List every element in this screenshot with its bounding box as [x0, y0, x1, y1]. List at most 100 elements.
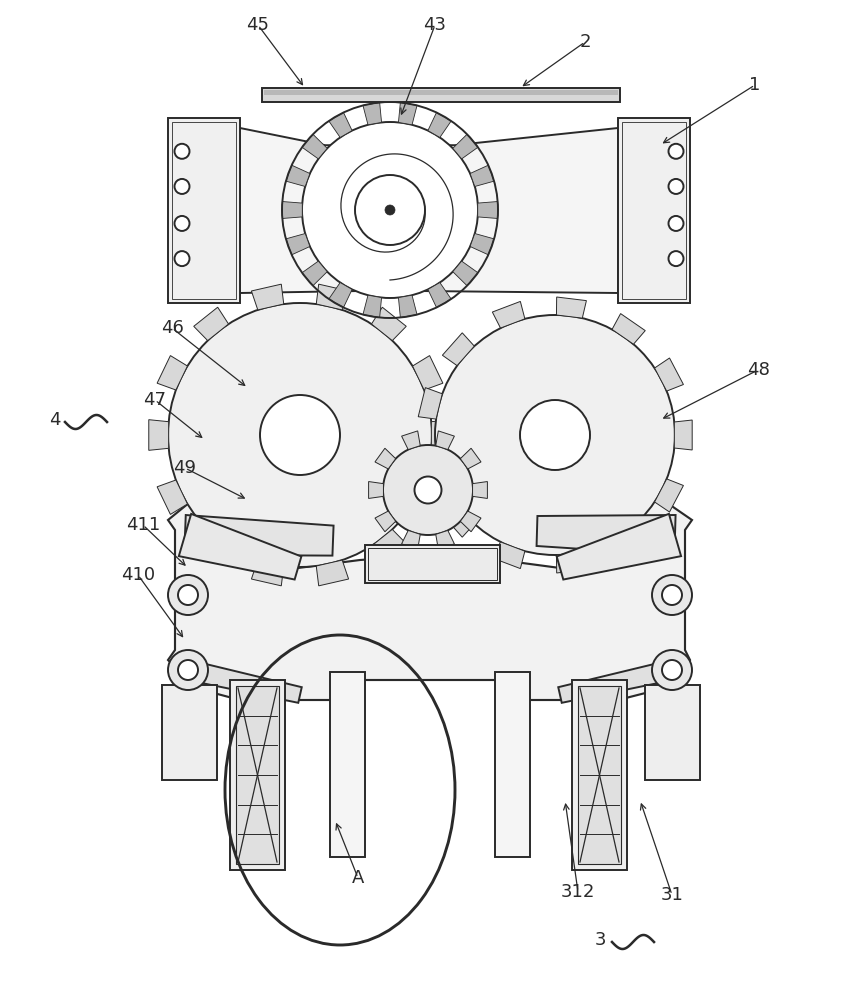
Circle shape — [302, 122, 478, 298]
Bar — [365, 545, 500, 583]
Circle shape — [668, 179, 684, 194]
Polygon shape — [558, 660, 674, 703]
Polygon shape — [283, 202, 302, 218]
Circle shape — [415, 477, 442, 504]
Polygon shape — [655, 358, 684, 391]
Polygon shape — [557, 514, 681, 580]
Polygon shape — [453, 134, 478, 159]
Polygon shape — [460, 448, 481, 469]
Polygon shape — [453, 261, 478, 286]
Polygon shape — [436, 530, 454, 549]
Polygon shape — [369, 482, 383, 498]
Circle shape — [662, 585, 682, 605]
Polygon shape — [286, 234, 310, 255]
Bar — [622, 122, 686, 299]
Polygon shape — [428, 113, 451, 137]
Polygon shape — [399, 102, 417, 125]
Polygon shape — [412, 356, 443, 390]
Text: 46: 46 — [161, 319, 184, 337]
Circle shape — [385, 205, 395, 215]
Bar — [495, 672, 530, 857]
Polygon shape — [302, 261, 327, 286]
Circle shape — [168, 303, 432, 567]
Circle shape — [435, 315, 675, 555]
Text: 411: 411 — [126, 516, 160, 534]
Polygon shape — [402, 431, 420, 450]
Polygon shape — [557, 297, 587, 318]
Polygon shape — [371, 307, 406, 341]
Polygon shape — [252, 284, 283, 310]
Polygon shape — [194, 529, 228, 563]
Circle shape — [174, 179, 190, 194]
Polygon shape — [399, 295, 417, 318]
Text: 2: 2 — [579, 33, 591, 51]
Polygon shape — [402, 530, 420, 549]
Polygon shape — [375, 448, 396, 469]
Bar — [368, 548, 497, 580]
Text: 4: 4 — [49, 411, 61, 429]
Bar — [645, 685, 700, 780]
Polygon shape — [612, 314, 645, 344]
Circle shape — [174, 216, 190, 231]
Circle shape — [652, 575, 692, 615]
Text: 31: 31 — [661, 886, 684, 904]
Circle shape — [383, 445, 473, 535]
Circle shape — [168, 650, 208, 690]
Text: 410: 410 — [121, 566, 155, 584]
Polygon shape — [240, 128, 618, 293]
Polygon shape — [149, 420, 168, 450]
Text: 312: 312 — [561, 883, 595, 901]
Bar — [236, 686, 279, 864]
Polygon shape — [286, 165, 310, 186]
Polygon shape — [674, 420, 692, 450]
Polygon shape — [655, 479, 684, 512]
Text: 3: 3 — [594, 931, 606, 949]
Text: 47: 47 — [143, 391, 167, 409]
Polygon shape — [436, 431, 454, 450]
Polygon shape — [157, 480, 187, 514]
Bar — [172, 122, 236, 299]
Polygon shape — [371, 529, 406, 563]
Polygon shape — [418, 388, 442, 419]
Bar — [330, 672, 365, 857]
Bar — [162, 685, 217, 780]
Polygon shape — [184, 515, 333, 556]
Polygon shape — [557, 552, 587, 573]
Polygon shape — [252, 560, 283, 586]
Text: 45: 45 — [247, 16, 270, 34]
Polygon shape — [157, 356, 187, 390]
Circle shape — [668, 144, 684, 159]
Polygon shape — [442, 333, 474, 366]
Bar — [264, 90, 618, 95]
Bar — [578, 686, 621, 864]
Polygon shape — [492, 301, 525, 328]
Circle shape — [652, 650, 692, 690]
Bar — [572, 680, 627, 870]
Text: 1: 1 — [749, 76, 761, 94]
Polygon shape — [470, 165, 494, 186]
Polygon shape — [194, 307, 228, 341]
Circle shape — [168, 575, 208, 615]
Polygon shape — [363, 102, 381, 125]
Polygon shape — [302, 134, 327, 159]
Circle shape — [260, 395, 340, 475]
Circle shape — [174, 144, 190, 159]
Bar — [262, 88, 620, 102]
Polygon shape — [412, 480, 443, 514]
Polygon shape — [537, 515, 675, 555]
Polygon shape — [418, 451, 442, 482]
Polygon shape — [168, 475, 692, 700]
Text: 48: 48 — [746, 361, 770, 379]
Circle shape — [520, 400, 590, 470]
Polygon shape — [442, 504, 474, 537]
Circle shape — [668, 251, 684, 266]
Polygon shape — [431, 420, 451, 450]
Polygon shape — [472, 482, 487, 498]
Circle shape — [355, 175, 425, 245]
Text: 49: 49 — [174, 459, 197, 477]
Polygon shape — [428, 283, 451, 307]
Polygon shape — [375, 511, 396, 532]
Polygon shape — [186, 660, 302, 703]
Polygon shape — [329, 283, 352, 307]
Polygon shape — [329, 113, 352, 137]
